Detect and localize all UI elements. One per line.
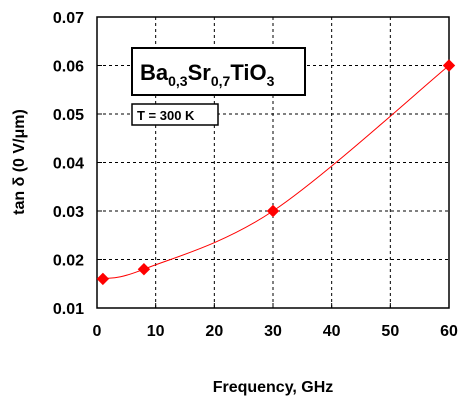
x-tick-label: 40 [323,323,341,340]
x-tick-label: 60 [440,323,458,340]
material-part-6: 3 [267,73,275,89]
y-tick-label: 0.06 [53,59,84,76]
data-point-marker [96,272,110,286]
y-tick-label: 0.05 [53,107,84,124]
x-tick-label: 20 [205,323,223,340]
temperature-label: T = 300 K [137,108,195,123]
series [96,59,456,286]
material-part-2: 0,3 [168,73,188,89]
y-tick-labels: 0.01 0.02 0.03 0.04 0.05 0.06 0.07 [53,10,102,318]
data-point-marker [266,204,280,218]
y-tick-label: 0.01 [53,301,84,318]
material-label-box [131,47,306,96]
y-tick-label: 0.07 [53,10,84,27]
x-tick-label: 30 [264,323,282,340]
material-label: Ba0,3Sr0,7TiO3 [140,60,275,89]
y-axis-title: tan δ (0 V/μm) [11,109,28,215]
x-tick-labels: 0 10 20 30 40 50 60 [93,303,458,340]
y-tick-label: 0.03 [53,204,84,221]
material-part-3: Sr [188,60,212,85]
x-tick-label: 50 [381,323,399,340]
x-tick-label: 10 [147,323,165,340]
material-part-1: Ba [140,60,169,85]
y-tick-label: 0.02 [53,253,84,270]
data-point-marker [137,262,151,276]
material-part-5: TiO [230,60,266,85]
data-point-marker [442,59,456,72]
material-part-4: 0,7 [211,73,231,89]
temperature-label-box [131,103,219,126]
y-tick-label: 0.04 [53,156,84,173]
x-tick-label: 0 [93,323,102,340]
series-line [102,65,450,280]
x-axis-title: Frequency, GHz [213,379,334,396]
